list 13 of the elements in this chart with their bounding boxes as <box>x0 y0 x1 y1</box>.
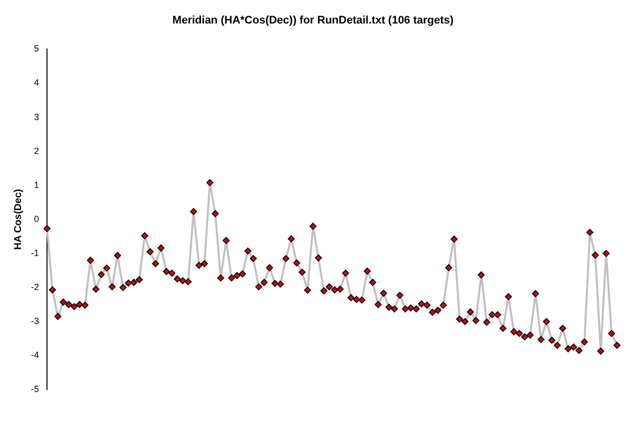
y-tick-label: -2 <box>30 282 39 292</box>
chart-title: Meridian (HA*Cos(Dec)) for RunDetail.txt (106 targets) <box>172 14 454 27</box>
y-tick-label: 2 <box>34 146 39 156</box>
y-tick-label: 5 <box>34 44 39 54</box>
y-tick-label: 4 <box>34 78 39 88</box>
y-tick-label: 0 <box>34 214 39 224</box>
y-tick-label: 1 <box>34 180 39 190</box>
y-tick-label: -4 <box>30 350 39 360</box>
y-tick-label: -3 <box>30 316 39 326</box>
y-tick-label: 3 <box>34 112 39 122</box>
y-tick-label: -5 <box>30 384 39 394</box>
y-tick-label: -1 <box>30 248 39 258</box>
y-axis-title: HA Cos(Dec) <box>12 189 24 250</box>
